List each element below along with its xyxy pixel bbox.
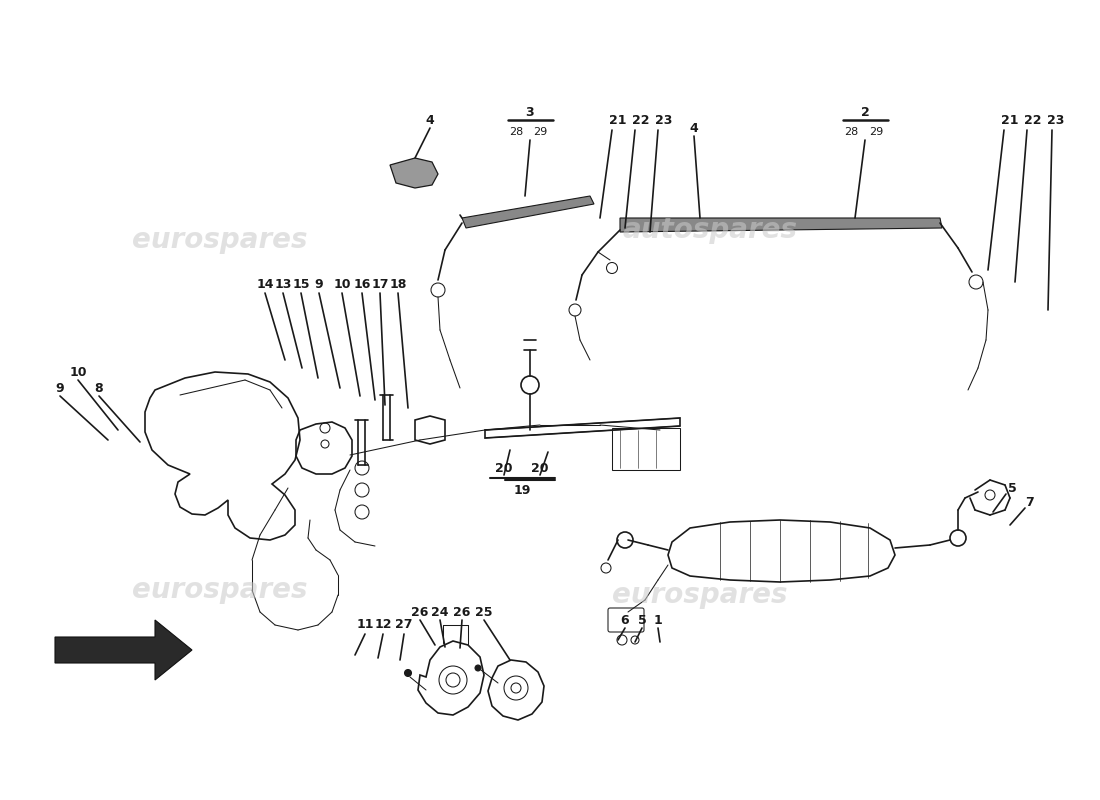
Text: 9: 9 xyxy=(56,382,64,394)
Text: autospares: autospares xyxy=(623,216,798,244)
Text: 22: 22 xyxy=(632,114,650,126)
Text: 9: 9 xyxy=(315,278,323,291)
Text: 22: 22 xyxy=(1024,114,1042,126)
Text: 18: 18 xyxy=(389,278,407,291)
Text: 4: 4 xyxy=(426,114,434,126)
Text: 7: 7 xyxy=(1025,495,1034,509)
Text: 21: 21 xyxy=(1001,114,1019,126)
Text: 8: 8 xyxy=(95,382,103,394)
Text: 23: 23 xyxy=(1047,114,1065,126)
Circle shape xyxy=(475,665,481,671)
Text: 5: 5 xyxy=(638,614,647,626)
Text: 1: 1 xyxy=(653,614,662,626)
Text: 3: 3 xyxy=(526,106,535,118)
Text: 14: 14 xyxy=(256,278,274,291)
Text: 20: 20 xyxy=(495,462,513,474)
Text: 12: 12 xyxy=(374,618,392,631)
Text: eurospares: eurospares xyxy=(132,226,308,254)
Text: 27: 27 xyxy=(395,618,412,631)
Text: eurospares: eurospares xyxy=(613,581,788,609)
Text: eurospares: eurospares xyxy=(132,576,308,604)
Bar xyxy=(612,428,680,470)
Text: 16: 16 xyxy=(353,278,371,291)
Text: 17: 17 xyxy=(372,278,388,291)
Text: 5: 5 xyxy=(1008,482,1016,494)
Polygon shape xyxy=(620,218,942,232)
Text: 15: 15 xyxy=(293,278,310,291)
Text: 19: 19 xyxy=(514,483,530,497)
Circle shape xyxy=(405,670,411,677)
Text: 20: 20 xyxy=(531,462,549,474)
Text: 21: 21 xyxy=(609,114,627,126)
Polygon shape xyxy=(55,620,192,680)
Polygon shape xyxy=(390,158,438,188)
Text: 4: 4 xyxy=(690,122,698,134)
Text: 29: 29 xyxy=(532,127,547,137)
Text: 26: 26 xyxy=(453,606,471,618)
Text: 28: 28 xyxy=(509,127,524,137)
Text: 23: 23 xyxy=(656,114,673,126)
Text: 29: 29 xyxy=(869,127,883,137)
Text: 2: 2 xyxy=(860,106,869,118)
Text: 11: 11 xyxy=(356,618,374,631)
Text: 10: 10 xyxy=(69,366,87,378)
Text: 13: 13 xyxy=(274,278,292,291)
Text: 24: 24 xyxy=(431,606,449,618)
Text: 25: 25 xyxy=(475,606,493,618)
Text: 26: 26 xyxy=(411,606,429,618)
Text: 28: 28 xyxy=(844,127,858,137)
Polygon shape xyxy=(462,196,594,228)
Text: 6: 6 xyxy=(620,614,629,626)
Text: 10: 10 xyxy=(333,278,351,291)
